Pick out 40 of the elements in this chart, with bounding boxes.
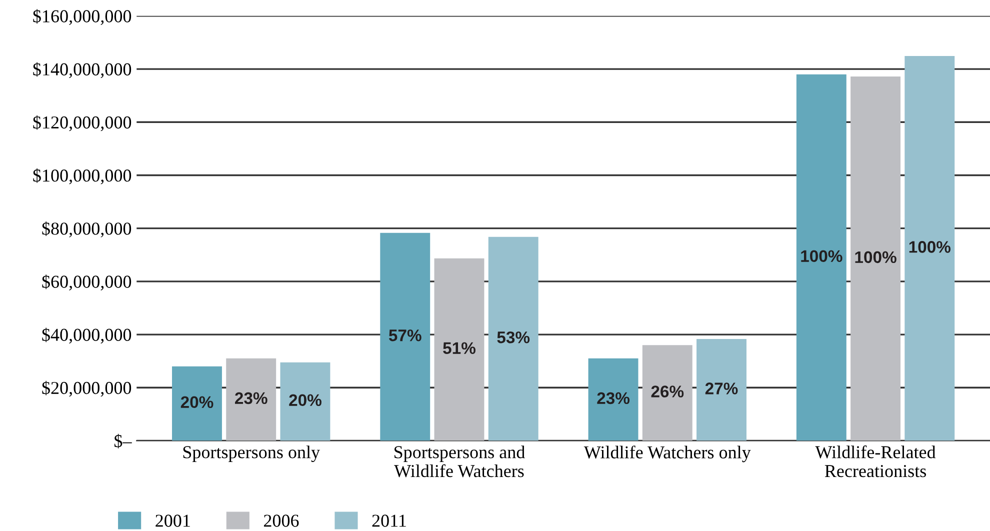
annotation: 100%	[801, 250, 842, 262]
annotation: 100%	[909, 241, 951, 253]
bar	[380, 232, 430, 441]
annotation: 27%	[705, 382, 738, 394]
annotation: 23%	[597, 392, 630, 404]
y-tick-label: $100,000,000	[33, 168, 132, 184]
x-tick-label: Wildlife Watchers only	[584, 446, 751, 462]
y-tick-label: $80,000,000	[42, 222, 132, 238]
annotation: 20%	[180, 396, 214, 408]
bar	[434, 258, 484, 441]
y-tick-label: $120,000,000	[33, 115, 132, 132]
bar	[696, 339, 746, 441]
legend-label: 2011	[372, 514, 406, 527]
annotation: 53%	[497, 331, 530, 344]
x-tick-label: Sportspersons and Wildlife Watchers	[394, 446, 525, 478]
y-tick-label: $20,000,000	[42, 380, 132, 397]
annotation: 20%	[289, 394, 322, 406]
annotation: 100%	[855, 251, 896, 264]
annotation: 57%	[388, 330, 422, 342]
annotation: 51%	[443, 342, 476, 354]
y-tick-label: $–	[114, 434, 132, 448]
bar	[642, 345, 692, 441]
legend-label: 2006	[264, 514, 299, 527]
x-tick-label: Sportspersons only	[183, 446, 320, 462]
y-tick-label: $60,000,000	[42, 274, 132, 290]
bar	[904, 56, 955, 441]
y-tick-label: $40,000,000	[42, 328, 132, 344]
bar	[226, 358, 276, 441]
legend-label: 2001	[156, 514, 190, 527]
bar	[488, 236, 538, 441]
x-tick-label: Wildlife-Related Recreationists	[815, 445, 936, 478]
bar	[280, 362, 330, 441]
bar	[850, 76, 900, 441]
annotation: 26%	[651, 386, 684, 398]
y-tick-label: $140,000,000	[33, 62, 132, 78]
bar	[172, 366, 222, 441]
bar	[796, 74, 846, 441]
y-tick-label: $160,000,000	[33, 9, 132, 25]
annotation: 23%	[235, 392, 268, 404]
bar	[588, 358, 638, 441]
